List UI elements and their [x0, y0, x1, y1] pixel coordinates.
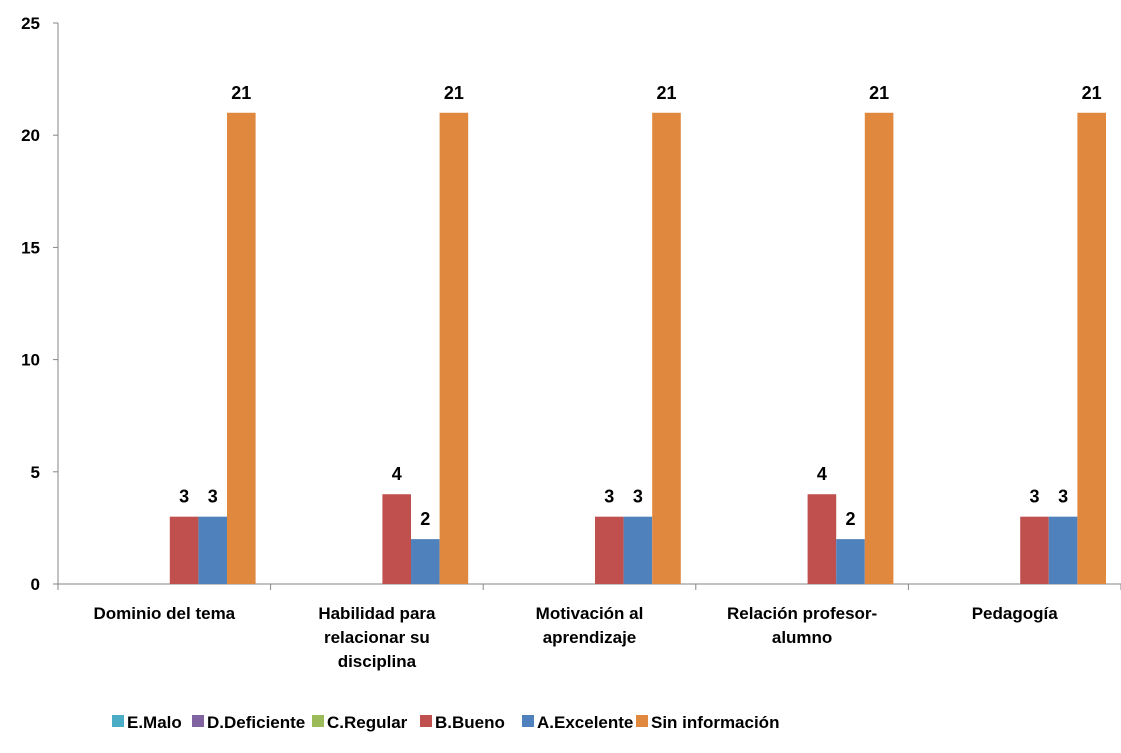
- data-label: 2: [845, 509, 855, 529]
- legend-swatch: [312, 715, 324, 727]
- bar: [1020, 516, 1049, 584]
- data-label: 3: [179, 487, 189, 507]
- data-label: 3: [633, 487, 643, 507]
- bar: [595, 516, 624, 584]
- data-label: 3: [1029, 487, 1039, 507]
- legend-label: Sin información: [651, 713, 779, 732]
- bars: [169, 112, 1106, 584]
- data-label: 2: [420, 509, 430, 529]
- x-tick-label: Relación profesor-alumno: [727, 604, 877, 647]
- data-label: 21: [444, 83, 464, 103]
- data-label: 21: [1082, 83, 1102, 103]
- y-tick-label: 5: [31, 463, 40, 482]
- bar: [623, 516, 653, 584]
- x-tick-label: Pedagogía: [972, 604, 1059, 623]
- x-tick-label-line: Motivación al: [536, 604, 644, 623]
- x-tick-label-line: aprendizaje: [543, 628, 637, 647]
- bar: [411, 539, 440, 584]
- legend-swatch: [112, 715, 124, 727]
- legend-label: E.Malo: [127, 713, 182, 732]
- bar: [169, 516, 199, 584]
- legend-swatch: [192, 715, 204, 727]
- y-tick-label: 25: [21, 14, 40, 33]
- bar: [227, 112, 256, 584]
- data-label: 21: [656, 83, 676, 103]
- data-label: 4: [817, 464, 827, 484]
- legend-label: D.Deficiente: [207, 713, 305, 732]
- legend-swatch: [420, 715, 432, 727]
- x-tick-label-line: Dominio del tema: [93, 604, 235, 623]
- y-tick-label: 20: [21, 126, 40, 145]
- y-tick-label: 10: [21, 351, 40, 370]
- x-tick-label-line: alumno: [772, 628, 832, 647]
- data-label: 21: [869, 83, 889, 103]
- legend-label: B.Bueno: [435, 713, 505, 732]
- bar: [198, 516, 227, 584]
- legend-swatch: [522, 715, 534, 727]
- legend-label: A.Excelente: [537, 713, 633, 732]
- y-tick-label: 15: [21, 238, 40, 257]
- legend: E.Malo D.Deficiente C.Regular B.Bueno A.Exce…: [112, 713, 779, 732]
- bar: [382, 494, 411, 584]
- data-label: 3: [604, 487, 614, 507]
- bar: [864, 112, 894, 584]
- bar: [807, 494, 837, 584]
- bar: [439, 112, 469, 584]
- bar: [1077, 112, 1106, 584]
- bar: [652, 112, 681, 584]
- data-label: 4: [392, 464, 402, 484]
- bar: [836, 539, 865, 584]
- bar: [1048, 516, 1078, 584]
- x-tick-label-line: relacionar su: [324, 628, 430, 647]
- axes: 0 5 10 15 20 25 Dominio del tema Habilidad para…: [21, 14, 1121, 671]
- legend-label: C.Regular: [327, 713, 408, 732]
- x-tick-label-line: Relación profesor-: [727, 604, 877, 623]
- data-label: 3: [208, 487, 218, 507]
- x-tick-label: Habilidad para relacionar su disciplina: [318, 604, 436, 671]
- data-label: 3: [1058, 487, 1068, 507]
- x-tick-label-line: disciplina: [338, 652, 417, 671]
- x-tick-label: Dominio del tema: [93, 604, 235, 623]
- x-tick-label-line: Habilidad para: [318, 604, 436, 623]
- x-tick-label: Motivación al aprendizaje: [536, 604, 644, 647]
- y-tick-label: 0: [31, 575, 40, 594]
- x-tick-label-line: Pedagogía: [972, 604, 1059, 623]
- legend-swatch: [636, 715, 648, 727]
- data-label: 21: [231, 83, 251, 103]
